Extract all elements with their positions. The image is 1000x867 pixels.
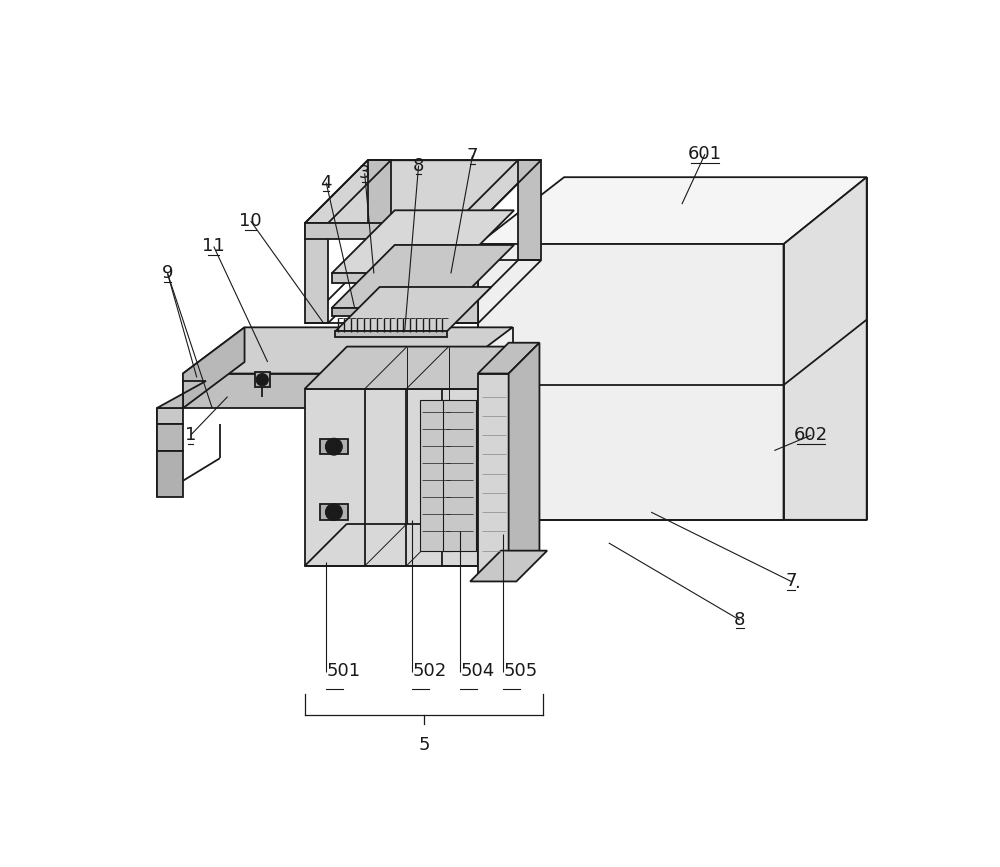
Polygon shape (470, 551, 547, 582)
Polygon shape (332, 245, 514, 308)
Polygon shape (455, 224, 478, 323)
Polygon shape (478, 244, 784, 520)
Polygon shape (305, 224, 328, 323)
Polygon shape (335, 287, 491, 331)
Text: 7: 7 (467, 147, 478, 165)
Text: 4: 4 (320, 173, 332, 192)
Circle shape (256, 374, 268, 386)
Polygon shape (478, 374, 509, 582)
Text: 505: 505 (503, 662, 538, 680)
Polygon shape (478, 177, 867, 244)
Polygon shape (305, 347, 520, 389)
Text: 1: 1 (185, 427, 196, 444)
Text: 5: 5 (418, 736, 430, 754)
Text: 9: 9 (162, 264, 173, 283)
Polygon shape (183, 328, 245, 408)
Text: 7: 7 (785, 572, 797, 590)
Text: 501: 501 (326, 662, 360, 680)
Text: 11: 11 (202, 238, 225, 256)
Polygon shape (157, 408, 183, 424)
Polygon shape (332, 211, 514, 273)
Text: 502: 502 (412, 662, 447, 680)
Circle shape (325, 504, 342, 520)
Polygon shape (157, 451, 183, 497)
Polygon shape (478, 347, 520, 566)
Polygon shape (183, 374, 451, 408)
Polygon shape (305, 160, 541, 224)
Polygon shape (157, 424, 183, 451)
Polygon shape (478, 342, 539, 374)
Polygon shape (332, 308, 451, 316)
Circle shape (325, 438, 342, 455)
Polygon shape (183, 328, 512, 374)
Text: 8: 8 (413, 157, 424, 174)
Polygon shape (443, 401, 476, 551)
Polygon shape (509, 342, 539, 582)
Polygon shape (255, 372, 270, 388)
Polygon shape (335, 331, 447, 337)
Polygon shape (518, 160, 541, 260)
Polygon shape (368, 160, 391, 260)
Polygon shape (784, 177, 867, 520)
Text: .: . (795, 574, 800, 592)
Text: 10: 10 (239, 212, 262, 230)
Polygon shape (420, 401, 452, 551)
Text: 602: 602 (794, 427, 828, 444)
Text: 3: 3 (359, 165, 370, 182)
Text: 504: 504 (460, 662, 494, 680)
Polygon shape (320, 505, 348, 520)
Polygon shape (305, 389, 478, 566)
Text: 8: 8 (734, 611, 745, 629)
Polygon shape (320, 439, 348, 454)
Polygon shape (157, 381, 206, 408)
Polygon shape (305, 224, 478, 238)
Polygon shape (332, 273, 451, 283)
Text: 601: 601 (688, 145, 722, 163)
